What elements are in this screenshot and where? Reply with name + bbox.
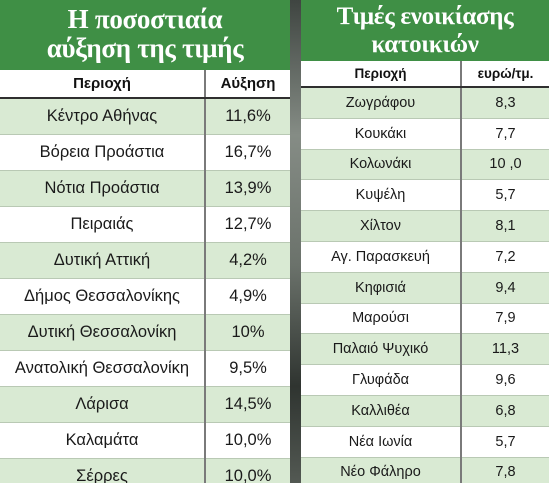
rental-price-row: Νέο Φάληρο 7,8 <box>301 457 549 483</box>
area-name-cell: Μαρούσι <box>301 303 461 335</box>
value-cell: 7,7 <box>460 118 549 150</box>
area-name-cell: Καλλιθέα <box>301 395 461 427</box>
rental-prices-panel: Τιμές ενοικίασης κατοικιών Περιοχή ευρώ/… <box>301 0 549 483</box>
price-increase-row: Δυτική Αττική 4,2% <box>0 242 290 279</box>
area-name-cell: Νότια Προάστια <box>0 170 205 207</box>
value-cell: 9,6 <box>460 364 549 396</box>
area-name-cell: Κουκάκι <box>301 118 461 150</box>
area-name-cell: Δήμος Θεσσαλονίκης <box>0 278 205 315</box>
area-name-cell: Αγ. Παρασκευή <box>301 241 461 273</box>
price-increase-row: Καλαμάτα 10,0% <box>0 422 290 459</box>
price-increase-row: Νότια Προάστια 13,9% <box>0 170 290 207</box>
value-cell: 5,7 <box>460 179 549 212</box>
rental-price-row: Κυψέλη 5,7 <box>301 179 549 212</box>
rental-price-row: Κουκάκι 7,7 <box>301 118 549 150</box>
area-name-cell: Γλυφάδα <box>301 364 461 396</box>
column-header-area: Περιοχή <box>301 61 461 88</box>
rental-prices-table-body: Ζωγράφου 8,3 Κουκάκι 7,7 Κολωνάκι 10 ,0 Κυψέλη… <box>301 87 549 483</box>
value-cell: 7,8 <box>460 457 549 483</box>
price-increase-panel: Η ποσοστιαία αύξηση της τιμής Περιοχή Αύ… <box>0 0 290 483</box>
value-cell: 4,2% <box>204 242 290 279</box>
area-name-cell: Βόρεια Προάστια <box>0 134 205 171</box>
value-cell: 9,4 <box>460 272 549 304</box>
area-name-cell: Κέντρο Αθήνας <box>0 98 205 135</box>
price-increase-row: Ανατολική Θεσσαλονίκη 9,5% <box>0 350 290 387</box>
rental-prices-table: Περιοχή ευρώ/τμ. Ζωγράφου 8,3 Κουκάκι 7,7 Κο… <box>301 61 549 483</box>
area-name-cell: Ανατολική Θεσσαλονίκη <box>0 350 205 387</box>
area-name-cell: Κολωνάκι <box>301 149 461 181</box>
value-cell: 16,7% <box>204 134 290 171</box>
rental-price-row: Ζωγράφου 8,3 <box>301 87 549 119</box>
rental-prices-header-row: Περιοχή ευρώ/τμ. <box>301 61 549 88</box>
area-name-cell: Καλαμάτα <box>0 422 205 459</box>
area-name-cell: Δυτική Αττική <box>0 242 205 279</box>
price-increase-row: Κέντρο Αθήνας 11,6% <box>0 98 290 135</box>
rental-price-row: Καλλιθέα 6,8 <box>301 395 549 427</box>
value-cell: 6,8 <box>460 395 549 427</box>
rental-price-row: Χίλτον 8,1 <box>301 210 549 242</box>
value-cell: 8,1 <box>460 210 549 242</box>
rental-price-row: Μαρούσι 7,9 <box>301 303 549 335</box>
background-photo-strip <box>290 0 301 483</box>
value-cell: 8,3 <box>460 87 549 119</box>
column-header-area: Περιοχή <box>0 70 205 99</box>
area-name-cell: Πειραιάς <box>0 206 205 243</box>
price-increase-table-body: Κέντρο Αθήνας 11,6% Βόρεια Προάστια 16,7% Νό… <box>0 98 290 483</box>
area-name-cell: Δυτική Θεσσαλονίκη <box>0 314 205 351</box>
price-increase-row: Λάρισα 14,5% <box>0 386 290 423</box>
value-cell: 11,3 <box>460 333 549 366</box>
column-header-euro-per-sqm: ευρώ/τμ. <box>460 61 549 88</box>
price-increase-header-row: Περιοχή Αύξηση <box>0 70 290 99</box>
price-increase-title: Η ποσοστιαία αύξηση της τιμής <box>0 0 290 70</box>
value-cell: 5,7 <box>460 426 549 458</box>
rental-price-row: Νέα Ιωνία 5,7 <box>301 426 549 458</box>
area-name-cell: Κυψέλη <box>301 179 461 212</box>
price-increase-row: Δήμος Θεσσαλονίκης 4,9% <box>0 278 290 315</box>
price-increase-title-line1: Η ποσοστιαία <box>67 4 223 34</box>
area-name-cell: Παλαιό Ψυχικό <box>301 333 461 366</box>
price-increase-title-line2: αύξηση της τιμής <box>46 33 244 63</box>
value-cell: 10,0% <box>204 458 290 483</box>
rental-price-row: Κολωνάκι 10 ,0 <box>301 149 549 181</box>
price-increase-row: Σέρρες 10,0% <box>0 458 290 483</box>
rental-prices-title-line2: κατοικιών <box>371 31 479 58</box>
area-name-cell: Κηφισιά <box>301 272 461 304</box>
value-cell: 9,5% <box>204 350 290 387</box>
price-increase-row: Δυτική Θεσσαλονίκη 10% <box>0 314 290 351</box>
rental-price-row: Παλαιό Ψυχικό 11,3 <box>301 333 549 366</box>
value-cell: 14,5% <box>204 386 290 423</box>
value-cell: 10,0% <box>204 422 290 459</box>
rental-price-row: Γλυφάδα 9,6 <box>301 364 549 396</box>
area-name-cell: Νέα Ιωνία <box>301 426 461 458</box>
area-name-cell: Λάρισα <box>0 386 205 423</box>
value-cell: 13,9% <box>204 170 290 207</box>
value-cell: 12,7% <box>204 206 290 243</box>
value-cell: 4,9% <box>204 278 290 315</box>
rental-prices-title-line1: Τιμές ενοικίασης <box>336 3 514 30</box>
area-name-cell: Σέρρες <box>0 458 205 483</box>
area-name-cell: Νέο Φάληρο <box>301 457 461 483</box>
area-name-cell: Ζωγράφου <box>301 87 461 119</box>
rental-price-row: Αγ. Παρασκευή 7,2 <box>301 241 549 273</box>
rental-prices-title: Τιμές ενοικίασης κατοικιών <box>301 0 549 61</box>
price-increase-row: Βόρεια Προάστια 16,7% <box>0 134 290 171</box>
value-cell: 10 ,0 <box>460 149 549 181</box>
value-cell: 11,6% <box>204 98 290 135</box>
value-cell: 7,2 <box>460 241 549 273</box>
value-cell: 7,9 <box>460 303 549 335</box>
column-header-increase: Αύξηση <box>204 70 290 99</box>
rental-price-row: Κηφισιά 9,4 <box>301 272 549 304</box>
value-cell: 10% <box>204 314 290 351</box>
price-increase-row: Πειραιάς 12,7% <box>0 206 290 243</box>
area-name-cell: Χίλτον <box>301 210 461 242</box>
price-increase-table: Περιοχή Αύξηση Κέντρο Αθήνας 11,6% Βόρεια … <box>0 70 290 483</box>
